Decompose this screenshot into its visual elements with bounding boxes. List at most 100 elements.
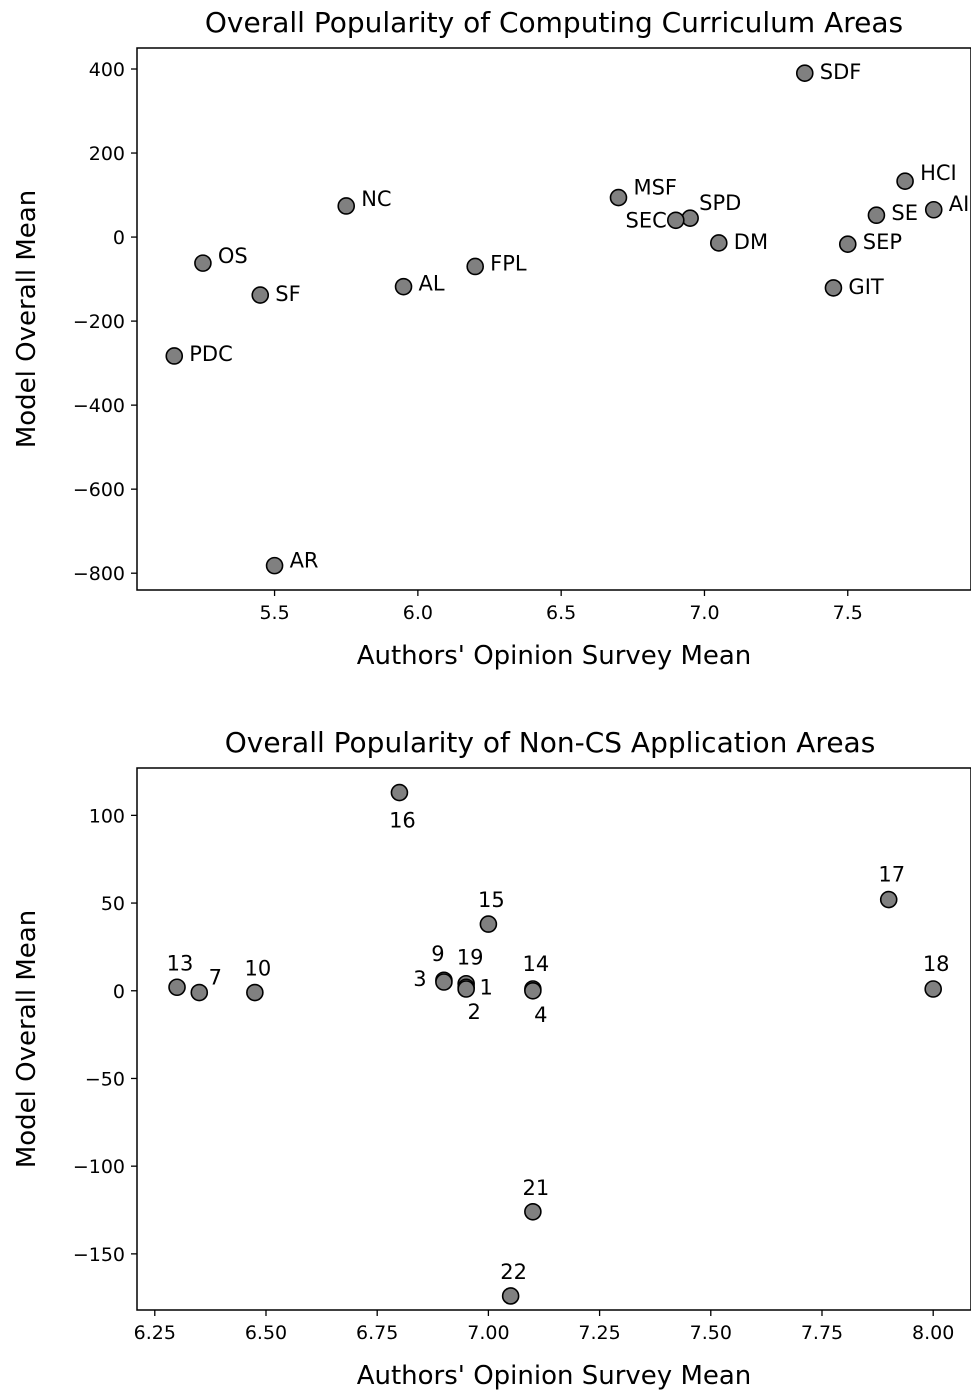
y-tick-label: 400 <box>89 59 125 81</box>
data-point <box>501 1287 520 1305</box>
data-point <box>795 64 814 83</box>
y-tick-label: −200 <box>73 311 125 333</box>
x-tick-label: 7.5 <box>833 602 863 624</box>
point-label: GIT <box>848 275 883 299</box>
point-label: 18 <box>923 952 950 976</box>
point-label: 21 <box>523 1176 550 1200</box>
data-point <box>265 556 284 575</box>
y-tick-label: −50 <box>85 1068 125 1090</box>
point-label: 9 <box>431 942 444 966</box>
data-point <box>524 981 542 1000</box>
point-label: 7 <box>209 966 222 990</box>
point-label: NC <box>361 187 391 211</box>
non-cs-application-areas-chart: Overall Popularity of Non-CS Application… <box>12 726 971 1391</box>
data-point <box>867 206 886 225</box>
x-tick-label: 7.75 <box>801 1322 843 1344</box>
point-label: OS <box>218 244 248 268</box>
data-point <box>457 980 475 998</box>
data-point <box>924 980 942 998</box>
y-axis-label: Model Overall Mean <box>12 910 42 1168</box>
data-point <box>879 890 898 909</box>
data-points: 16 17 15 13 7 10 93 19 12 14 4 18 21 22 <box>167 783 950 1305</box>
point-label: 16 <box>389 809 416 833</box>
data-point <box>246 983 264 1002</box>
curriculum-areas-chart: Overall Popularity of Computing Curricul… <box>12 6 971 671</box>
point-label: 14 <box>523 952 550 976</box>
point-label: 17 <box>878 863 905 887</box>
point-label: MSF <box>633 176 677 200</box>
point-label: AI <box>949 192 970 216</box>
axis-ticks: 6.25 6.50 6.75 7.00 7.25 7.50 7.75 8.00 100 50 0 −5… <box>73 805 955 1344</box>
data-point <box>251 286 270 304</box>
x-tick-label: 6.50 <box>245 1322 287 1344</box>
x-tick-label: 7.0 <box>689 602 719 624</box>
point-label: 1 <box>479 975 492 999</box>
x-tick-label: 7.00 <box>467 1322 509 1344</box>
data-point <box>479 915 498 933</box>
data-point <box>190 983 209 1002</box>
point-label: AL <box>419 272 445 296</box>
data-point <box>394 277 413 296</box>
x-axis-label: Authors' Opinion Survey Mean <box>357 641 752 671</box>
data-point <box>435 973 453 991</box>
point-label: HCI <box>920 161 957 185</box>
data-point <box>709 234 728 252</box>
data-point <box>337 197 356 215</box>
x-tick-label: 6.75 <box>356 1322 398 1344</box>
chart-title: Overall Popularity of Non-CS Application… <box>225 726 876 759</box>
y-axis-label: Model Overall Mean <box>12 190 42 448</box>
data-point <box>824 279 843 297</box>
x-axis-label: Authors' Opinion Survey Mean <box>357 1361 752 1391</box>
axis-ticks: 5.5 6.0 6.5 7.0 7.5 400 200 0 −200 −400 −600 −800 <box>73 59 863 624</box>
plot-area-frame <box>136 47 971 591</box>
x-tick-label: 7.50 <box>690 1322 732 1344</box>
point-label: 19 <box>457 946 484 970</box>
point-label: SEC <box>626 208 667 232</box>
data-point <box>194 254 212 272</box>
x-tick-label: 6.25 <box>134 1322 176 1344</box>
point-label: SE <box>891 201 918 225</box>
y-tick-label: −400 <box>73 395 125 417</box>
point-label: SDF <box>820 60 862 84</box>
y-tick-label: 0 <box>113 227 125 249</box>
point-label: SPD <box>699 191 741 215</box>
chart-title: Overall Popularity of Computing Curricul… <box>205 6 903 39</box>
plot-area-frame <box>136 767 971 1311</box>
point-label: 13 <box>167 951 194 975</box>
point-label: SEP <box>863 230 902 254</box>
data-point <box>524 1202 542 1221</box>
point-label: FPL <box>490 251 527 275</box>
data-point <box>924 200 943 219</box>
point-label: PDC <box>189 342 233 366</box>
point-label: 3 <box>413 967 426 991</box>
point-label: 10 <box>245 957 272 981</box>
data-point <box>681 209 699 227</box>
point-label: AR <box>290 549 319 573</box>
y-tick-label: 50 <box>101 893 125 915</box>
data-points: SDF HCI AI SE SEP GIT DM SPD SEC MSF FPL AL NC OS SF PD… <box>165 60 970 575</box>
y-tick-label: 0 <box>113 981 125 1003</box>
data-point <box>165 347 184 365</box>
point-label: 2 <box>467 1000 480 1024</box>
y-tick-label: −600 <box>73 479 125 501</box>
x-tick-label: 8.00 <box>912 1322 954 1344</box>
x-tick-label: 7.25 <box>578 1322 620 1344</box>
data-point <box>838 235 857 254</box>
y-tick-label: 200 <box>89 143 125 165</box>
y-tick-label: 100 <box>89 805 125 827</box>
point-label: DM <box>734 230 768 254</box>
data-point <box>896 172 914 190</box>
point-label: 22 <box>500 1260 527 1284</box>
x-tick-label: 5.5 <box>259 602 289 624</box>
data-point <box>466 257 484 276</box>
y-tick-label: −150 <box>73 1244 125 1266</box>
data-point <box>390 783 409 802</box>
y-tick-label: −800 <box>73 563 125 585</box>
data-point <box>667 211 685 230</box>
x-tick-label: 6.5 <box>546 602 576 624</box>
x-tick-label: 6.0 <box>403 602 433 624</box>
point-label: 15 <box>478 888 505 912</box>
y-tick-label: −100 <box>73 1156 125 1178</box>
